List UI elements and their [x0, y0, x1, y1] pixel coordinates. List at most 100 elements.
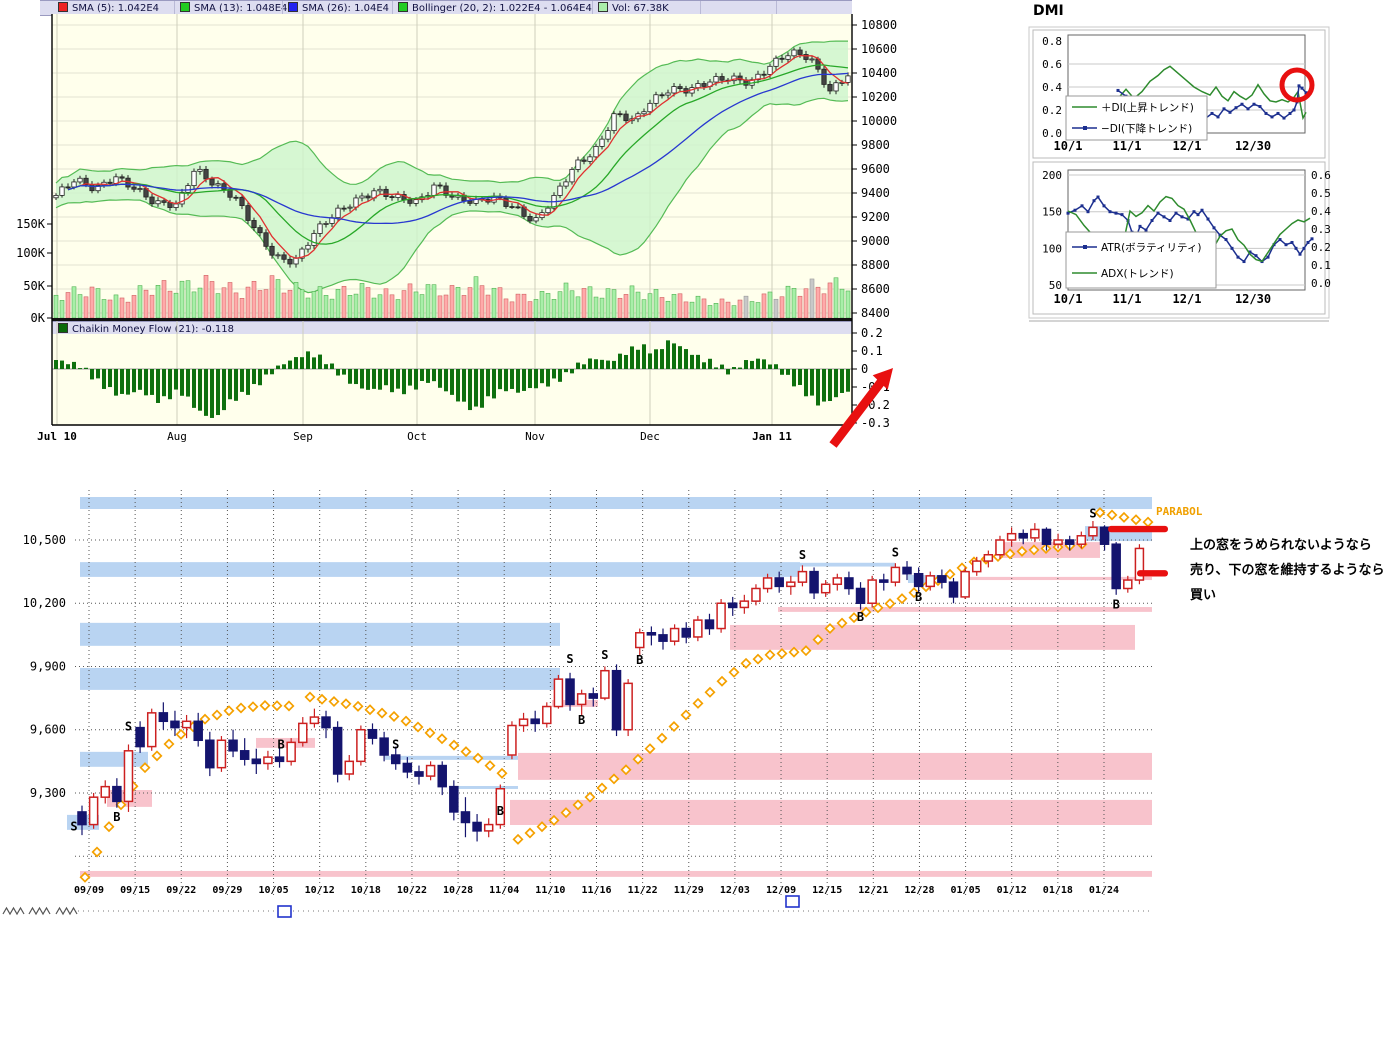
svg-text:0.5: 0.5 [1311, 187, 1331, 200]
chaikin-legend-label: Chaikin Money Flow (21): -0.118 [72, 324, 234, 335]
svg-text:12/15: 12/15 [812, 885, 842, 896]
legend-label: Bollinger (20, 2): 1.022E4 - 1.064E4 [412, 3, 592, 14]
svg-text:0.1: 0.1 [861, 344, 883, 358]
svg-text:B: B [636, 653, 643, 667]
legend-label: SMA (5): 1.042E4 [72, 3, 160, 14]
svg-text:0.4: 0.4 [1311, 205, 1331, 218]
legend-separator [174, 1, 175, 15]
svg-text:B: B [1113, 597, 1120, 611]
dmi-panel-title: DMI [1033, 3, 1064, 19]
parabol-label: PARABOL [1156, 505, 1203, 518]
svg-text:50: 50 [1049, 279, 1062, 292]
svg-text:150K: 150K [16, 217, 46, 231]
svg-text:Dec: Dec [640, 430, 660, 443]
svg-text:9,900: 9,900 [30, 659, 66, 673]
svg-text:0.6: 0.6 [1311, 169, 1331, 182]
main-price-chart: 10800 10600 10400 10200 10000 9800 9600 9400 920… [16, 14, 897, 448]
svg-text:0.6: 0.6 [1042, 58, 1062, 71]
svg-text:8800: 8800 [861, 258, 890, 272]
svg-text:11/29: 11/29 [674, 885, 704, 896]
svg-text:12/30: 12/30 [1235, 292, 1271, 306]
svg-text:10/1: 10/1 [1054, 139, 1083, 153]
svg-text:−DI(下降トレンド): −DI(下降トレンド) [1101, 122, 1192, 135]
svg-text:S: S [799, 548, 806, 562]
dmi-chart: 0.8 0.6 0.4 0.2 0.010/1 11/1 12/1 12/30 ＋DI(上昇トレ… [1032, 29, 1326, 159]
svg-text:Nov: Nov [525, 430, 545, 443]
svg-text:10,500: 10,500 [23, 533, 66, 547]
legend-label: SMA (13): 1.048E4 [194, 3, 288, 14]
svg-text:-0.3: -0.3 [861, 416, 890, 430]
svg-text:8600: 8600 [861, 282, 890, 296]
svg-text:Sep: Sep [293, 430, 313, 443]
svg-text:S: S [601, 648, 608, 662]
svg-text:12/21: 12/21 [858, 885, 888, 896]
svg-text:0.1: 0.1 [1311, 259, 1331, 272]
legend-separator [776, 1, 777, 15]
svg-text:S: S [392, 737, 399, 751]
legend-separator [700, 1, 701, 15]
svg-text:11/1: 11/1 [1113, 139, 1142, 153]
svg-text:12/1: 12/1 [1173, 292, 1202, 306]
svg-text:0.4: 0.4 [1042, 81, 1062, 94]
legend-separator [592, 1, 593, 15]
svg-text:10600: 10600 [861, 42, 897, 56]
legend-item-3: Bollinger (20, 2): 1.022E4 - 1.064E4 [398, 2, 592, 14]
svg-text:0.2: 0.2 [861, 326, 883, 340]
svg-text:0.3: 0.3 [1311, 223, 1331, 236]
svg-text:11/16: 11/16 [581, 885, 611, 896]
blue-window-bands [67, 496, 1152, 830]
svg-text:09/22: 09/22 [166, 885, 196, 896]
svg-text:100K: 100K [16, 246, 46, 260]
svg-text:09/15: 09/15 [120, 885, 150, 896]
red-level-lines [1108, 525, 1168, 577]
svg-text:8400: 8400 [861, 306, 890, 320]
svg-text:B: B [278, 737, 285, 751]
svg-text:Jan 11: Jan 11 [752, 430, 792, 443]
annotation-line-2: 売り、下の窓を維持するようなら [1190, 563, 1385, 578]
main-axis-labels: 10800 10600 10400 10200 10000 9800 9600 9400 920… [16, 18, 897, 443]
legend-label: SMA (26): 1.04E4 [302, 3, 390, 14]
volume-bars [53, 275, 851, 319]
svg-text:9,600: 9,600 [30, 723, 66, 737]
svg-text:12/09: 12/09 [766, 885, 796, 896]
legend-item-2: SMA (26): 1.04E4 [288, 2, 389, 14]
legend-separator [392, 1, 393, 15]
svg-text:09/29: 09/29 [212, 885, 242, 896]
svg-text:9200: 9200 [861, 210, 890, 224]
legend-item-0: SMA (5): 1.042E4 [58, 2, 159, 14]
trade-annotation: 上の窓をうめられないようなら 売り、下の窓を維持するようなら 買い [1190, 533, 1396, 608]
legend-item-1: SMA (13): 1.048E4 [180, 2, 287, 14]
svg-text:Oct: Oct [407, 430, 427, 443]
sma-lines [67, 54, 849, 259]
signal-markers: S B S B S B S B S B S B S B S B [70, 507, 1119, 834]
svg-text:10000: 10000 [861, 114, 897, 128]
dmi-legend: ＋DI(上昇トレンド) −DI(下降トレンド) [1065, 95, 1208, 141]
svg-text:S: S [892, 546, 899, 560]
svg-text:S: S [566, 652, 573, 666]
svg-text:10,200: 10,200 [23, 596, 66, 610]
svg-text:10/18: 10/18 [351, 885, 381, 896]
svg-text:ADX(トレンド): ADX(トレンド) [1101, 268, 1174, 280]
chaikin-legend-chip-icon [58, 323, 68, 333]
svg-text:B: B [113, 810, 120, 824]
svg-text:11/04: 11/04 [489, 885, 519, 896]
legend-chip-icon [598, 2, 608, 12]
chaikin-bars [52, 340, 852, 418]
daily-axis-labels: 10,500 10,200 9,900 9,600 9,300 09/09 09/15 09/… [23, 533, 1119, 896]
mini-window-icons [277, 895, 800, 918]
svg-text:Aug: Aug [167, 430, 187, 443]
legend-chip-icon [180, 2, 190, 12]
legend-label: Vol: 67.38K [612, 3, 669, 14]
svg-text:0.8: 0.8 [1042, 35, 1062, 48]
daily-grid [75, 490, 1152, 912]
svg-text:10/05: 10/05 [258, 885, 288, 896]
main-frame [51, 14, 853, 426]
svg-text:B: B [915, 590, 922, 604]
annotation-line-3: 買い [1190, 588, 1217, 603]
svg-text:ATR(ボラティリティ): ATR(ボラティリティ) [1101, 242, 1202, 254]
legend-separator [282, 1, 283, 15]
svg-text:0.2: 0.2 [1042, 104, 1062, 117]
svg-text:9600: 9600 [861, 162, 890, 176]
